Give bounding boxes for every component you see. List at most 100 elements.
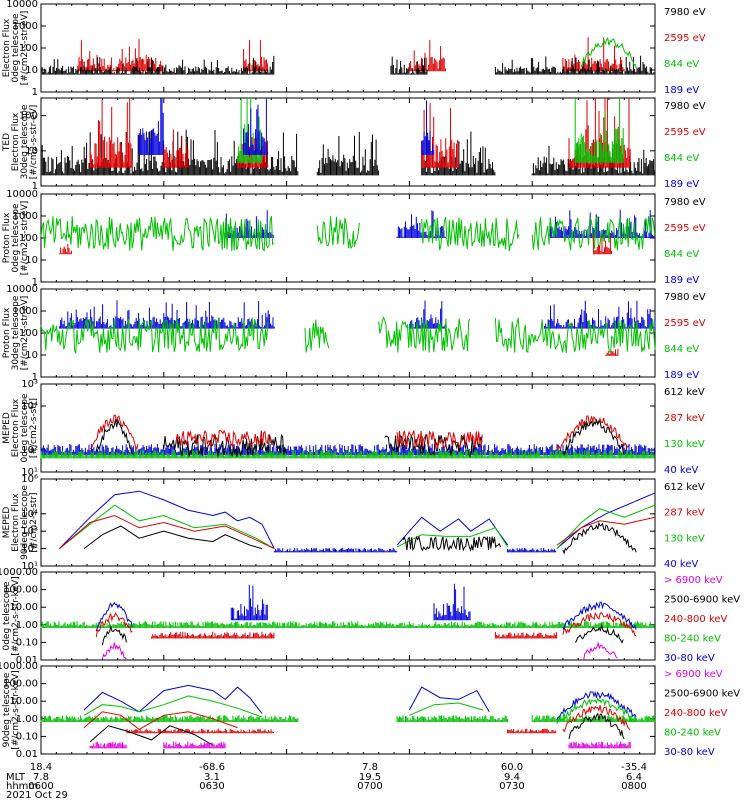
series-trace: [507, 548, 557, 553]
y-tick-label: 1: [32, 277, 38, 288]
x-date: 2021 Oct 29: [6, 790, 68, 800]
x-hhmm-1: 0630: [199, 781, 224, 792]
panel-meped-p-0: 1000.00 100.00 10.00 1.00 0.10 0.01 0deg teles…: [0, 567, 740, 666]
y-tick-label: 0.01: [16, 749, 38, 760]
y-tick-label: 10: [25, 350, 38, 361]
series-line: [556, 516, 656, 546]
y-axis-label: Electron Flux: [11, 493, 21, 552]
panel-ted-p-0: 10000 1000 100 10 1 Proton Flux 0deg telescope…: [2, 189, 706, 288]
y-tick-label: 1: [32, 87, 38, 98]
panel-meped-e-90: 10⁶ 10⁴ 10³ 10² 10¹ MEPED Electron Flux 90deg t…: [2, 474, 705, 572]
series-trace: [95, 612, 133, 638]
series-trace: [304, 319, 330, 353]
legend-entry: 844 eV: [664, 249, 699, 260]
series-2: [59, 514, 275, 550]
series-trace: [40, 449, 655, 459]
series-4: [83, 711, 238, 730]
y-axis-label: 0deg telescope: [20, 393, 30, 463]
series-trace: [89, 414, 139, 450]
y-axis-label: 90deg telescope: [2, 672, 12, 747]
series-trace: [562, 418, 625, 457]
y-tick-label: 10⁴: [21, 509, 38, 520]
series-11: [273, 547, 557, 553]
legend-entry: 30-80 keV: [664, 653, 715, 664]
series-trace: [494, 317, 656, 354]
series-3: [95, 418, 625, 457]
series-0: [40, 621, 655, 628]
legend-entry: 287 keV: [664, 413, 705, 424]
y-axis-label: [#/cm2-s-str-keV]: [11, 670, 21, 749]
x-mlt-3: 9.4: [504, 772, 520, 783]
legend-entry: 189 eV: [664, 275, 699, 286]
legend-entry: 30-80 keV: [664, 747, 715, 758]
series-trace: [396, 715, 508, 722]
y-tick-label: 100.00: [3, 585, 38, 596]
series-line: [83, 525, 263, 550]
series-6: [89, 741, 631, 749]
series-trace: [568, 712, 625, 740]
y-axis-label: MEPED: [2, 507, 12, 539]
series-line: [59, 490, 275, 549]
y-axis-label: MEPED: [2, 412, 12, 444]
legend-entry: 7980 eV: [664, 292, 706, 303]
series-trace: [593, 234, 613, 255]
y-tick-label: 10000: [6, 284, 38, 295]
series-1: [40, 316, 656, 355]
series-trace: [580, 36, 637, 69]
y-tick-label: 1.00: [16, 714, 38, 725]
panel-frame: [40, 571, 656, 661]
series-trace: [101, 624, 127, 646]
y-tick-label: 100: [19, 111, 38, 122]
legend-entry: 287 keV: [664, 508, 705, 519]
series-trace: [163, 741, 226, 749]
series-line: [556, 504, 656, 549]
series-trace: [402, 535, 501, 552]
series-1: [59, 504, 275, 550]
x-tick-label-0: 18.4: [30, 762, 52, 773]
series-0: [77, 37, 625, 72]
panel-ted-e-30: 100 10 1 TED Electron Flux 30deg telescope [#/…: [2, 97, 706, 192]
legend-entry: 2595 eV: [664, 127, 706, 138]
series-line: [59, 504, 275, 550]
y-axis-label: [#/cm2-s-str-eV]: [20, 296, 30, 371]
series-trace: [408, 39, 446, 72]
panel-ted-p-30: 10000 1000 100 10 1 Proton Flux 30deg telescop…: [2, 284, 706, 383]
x-hhmm-3: 0730: [499, 781, 524, 792]
series-trace: [273, 547, 398, 553]
series-trace: [556, 415, 631, 451]
series-5: [396, 527, 509, 548]
series-trace: [95, 601, 133, 632]
series-trace: [316, 131, 379, 176]
series-9: [556, 516, 656, 546]
series-2: [58, 234, 613, 255]
y-axis-label: [#/cm2-s-str]: [29, 492, 39, 552]
panel-meped-e-0: 10³ 10⁴ 10² 10¹ MEPED Electron Flux 0deg teles…: [2, 379, 705, 478]
series-trace: [562, 601, 637, 631]
y-axis-label: 0deg telescope: [11, 203, 21, 273]
x-mlt-1: 3.1: [204, 772, 220, 783]
y-tick-label: 10.00: [9, 696, 38, 707]
series-3: [83, 695, 263, 718]
y-tick-label: 10³: [21, 379, 38, 390]
series-line: [396, 527, 509, 548]
series-1: [126, 728, 557, 734]
legend-entry: 844 eV: [664, 344, 699, 355]
legend-entry: 80-240 keV: [664, 634, 721, 645]
y-tick-label: 10000: [6, 189, 38, 200]
legend-entry: 189 eV: [664, 179, 699, 190]
series-2: [580, 36, 637, 69]
y-tick-label: 100.00: [3, 679, 38, 690]
y-tick-label: 1000.00: [0, 567, 38, 578]
legend-entry: 7980 eV: [664, 101, 706, 112]
series-trace: [138, 98, 164, 155]
series-trace: [101, 642, 127, 660]
series-9: [556, 690, 637, 720]
legend-entry: 130 keV: [664, 533, 705, 544]
legend-entry: 189 eV: [664, 370, 699, 381]
series-trace: [390, 56, 428, 75]
series-6: [230, 583, 471, 621]
series-3: [95, 611, 637, 638]
series-trace: [556, 690, 637, 720]
series-trace: [40, 215, 275, 252]
